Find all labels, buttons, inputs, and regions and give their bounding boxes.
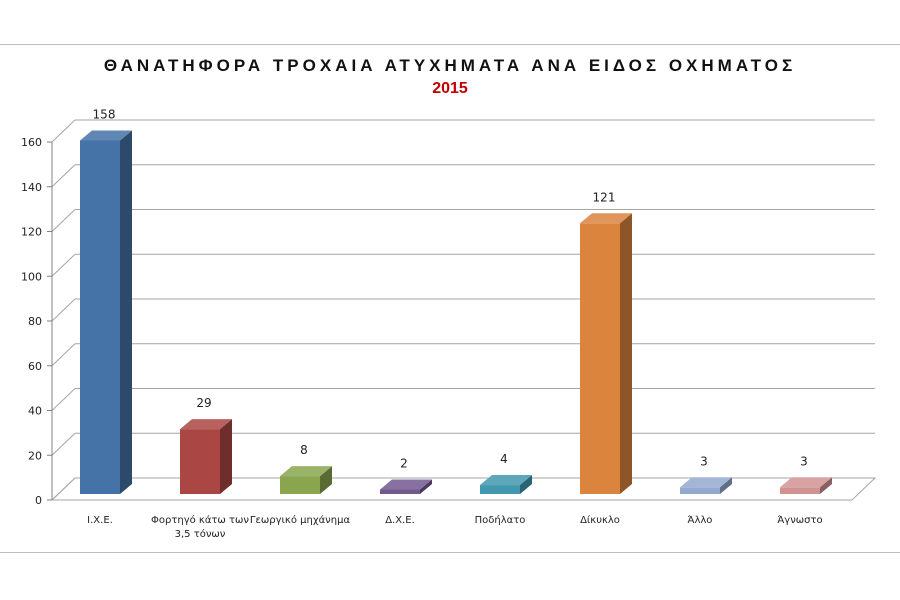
gridline-side	[51, 298, 76, 322]
bottom-rule	[0, 552, 900, 553]
y-tick-label: 140	[21, 181, 42, 194]
bar-side	[820, 477, 832, 494]
chart-subtitle: 2015	[432, 80, 468, 97]
bar-front	[280, 476, 320, 494]
y-tick-label: 20	[28, 449, 42, 462]
x-tick-label: Γεωργικό μηχάνημα	[250, 514, 351, 526]
x-tick-label: Ι.Χ.Ε.	[87, 515, 113, 526]
bar-side	[220, 419, 232, 494]
data-label: 2	[400, 457, 408, 471]
bar-front	[580, 223, 620, 494]
data-label: 121	[593, 190, 616, 204]
y-tick-label: 80	[28, 315, 42, 328]
y-tick-label: 100	[21, 270, 42, 283]
bar-side	[720, 477, 732, 494]
gridline-side	[51, 388, 76, 411]
bar-top	[380, 479, 432, 490]
bar-top	[280, 466, 332, 477]
x-tick-label: Φορτηγό κάτω των	[151, 514, 249, 526]
gridline-side	[51, 119, 76, 143]
gridline-side	[51, 164, 76, 188]
data-label: 3	[800, 454, 808, 468]
bar-top	[180, 419, 232, 430]
top-rule	[0, 44, 900, 45]
y-tick-label: 40	[28, 405, 42, 418]
x-tick-label: Δ.Χ.Ε.	[385, 515, 415, 526]
bar-front	[480, 485, 520, 494]
bar-front	[380, 489, 420, 494]
bar-top	[780, 477, 832, 488]
gridline-side	[51, 253, 76, 277]
bar-side	[320, 466, 332, 494]
bar-front	[180, 429, 220, 494]
bar-top	[680, 477, 732, 488]
data-label: 29	[196, 396, 211, 410]
chart-title: ΘΑΝΑΤΗΦΟΡΑ ΤΡΟΧΑΙΑ ΑΤΥΧΗΜΑΤΑ ΑΝΑ ΕΙΔΟΣ Ο…	[103, 56, 797, 75]
gridline-side	[51, 209, 76, 232]
bar-top	[480, 475, 532, 486]
x-tick-label: Άγνωστο	[777, 514, 822, 526]
bar-front	[680, 487, 720, 494]
bar-front	[80, 140, 120, 494]
data-label: 158	[93, 107, 116, 121]
x-tick-label: Ποδήλατο	[475, 514, 526, 526]
x-tick-label: Δίκυκλο	[580, 514, 620, 526]
y-tick-label: 160	[21, 136, 42, 149]
chart-floor	[50, 477, 877, 501]
y-tick-label: 60	[28, 360, 42, 373]
y-tick-label: 0	[35, 494, 42, 507]
bar-top	[580, 213, 632, 224]
bar-top	[80, 130, 132, 141]
gridline-side	[51, 343, 76, 367]
x-tick-label: Άλλο	[688, 514, 713, 526]
bar-side	[120, 130, 132, 494]
bar-side	[620, 213, 632, 494]
y-tick-label: 120	[21, 226, 42, 239]
gridline-side	[51, 432, 76, 456]
data-label: 3	[700, 454, 708, 468]
bar-side	[520, 475, 532, 494]
bar-front	[780, 487, 820, 494]
bar-side	[420, 479, 432, 494]
x-tick-label: 3,5 τόνων	[175, 528, 226, 540]
data-label: 8	[300, 443, 308, 457]
data-label: 4	[500, 452, 508, 466]
